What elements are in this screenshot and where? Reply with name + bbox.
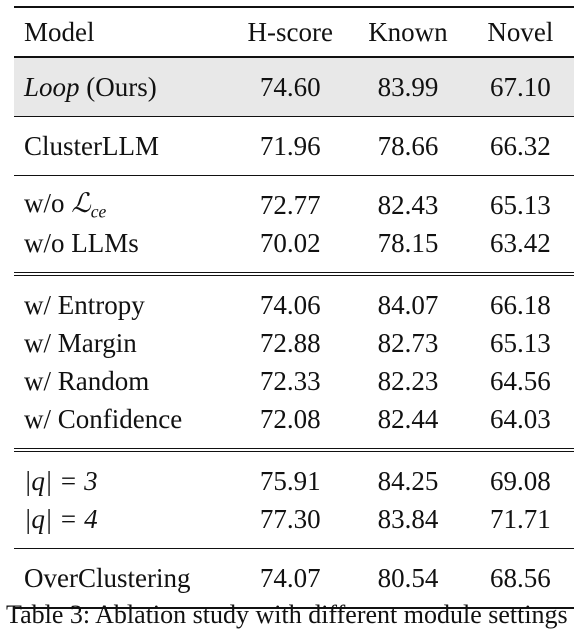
known-cell: 82.44 — [377, 403, 439, 434]
ablation-table: Model H-score Known Novel Loop (Ours) 74… — [14, 6, 574, 609]
known-cell: 82.23 — [377, 365, 439, 396]
model-name-italic: Loop — [24, 71, 80, 102]
model-suffix: (Ours) — [79, 71, 157, 102]
model-cell: w/ Margin — [24, 327, 137, 358]
model-cell: |q| = 3 — [14, 448, 232, 500]
novel-cell: 64.56 — [489, 365, 551, 396]
novel-cell: 66.18 — [466, 272, 574, 324]
table-row-margin: w/ Margin 72.88 82.73 65.13 — [14, 324, 574, 362]
novel-cell: 69.08 — [466, 448, 574, 500]
table-header-row: Model H-score Known Novel — [14, 7, 574, 57]
known-cell: 83.84 — [377, 503, 439, 534]
h-score-cell: 72.08 — [259, 403, 321, 434]
loss-symbol: ℒ — [71, 187, 91, 219]
known-cell: 84.07 — [349, 272, 467, 324]
table-row-wo-lce: w/o ℒce 72.77 82.43 65.13 — [14, 175, 574, 225]
table-row-wo-llms: w/o LLMs 70.02 78.15 63.42 — [14, 224, 574, 274]
header-novel: Novel — [487, 16, 554, 47]
model-cell: OverClustering — [24, 562, 191, 593]
table-row-entropy: w/ Entropy 74.06 84.07 66.18 — [14, 272, 574, 324]
model-cell: Loop (Ours) — [14, 57, 232, 117]
h-score-cell: 74.06 — [231, 272, 350, 324]
table-caption: Table 3: Ablation study with different m… — [6, 600, 568, 629]
model-cell: w/ Random — [24, 365, 150, 396]
h-score-cell: 72.77 — [259, 189, 321, 220]
known-cell: 82.43 — [377, 189, 439, 220]
table-row-loop: Loop (Ours) 74.60 83.99 67.10 — [14, 57, 574, 117]
model-cell: w/ Entropy — [14, 272, 232, 324]
model-cell: ClusterLLM — [24, 130, 159, 161]
h-score-cell: 74.60 — [231, 57, 350, 117]
novel-cell: 71.71 — [489, 503, 551, 534]
h-score-cell: 72.88 — [259, 327, 321, 358]
model-cell: |q| = 4 — [24, 503, 98, 534]
model-cell: w/ Confidence — [24, 403, 183, 434]
header-model: Model — [24, 16, 95, 47]
novel-cell: 63.42 — [489, 227, 551, 258]
h-score-cell: 71.96 — [259, 130, 321, 161]
table-row-clusterllm: ClusterLLM 71.96 78.66 66.32 — [14, 116, 574, 176]
known-cell: 80.54 — [377, 562, 439, 593]
novel-cell: 68.56 — [489, 562, 551, 593]
novel-cell: 67.10 — [466, 57, 574, 117]
header-known: Known — [368, 16, 448, 47]
novel-cell: 64.03 — [489, 403, 551, 434]
table-row-overclustering: OverClustering 74.07 80.54 68.56 — [14, 548, 574, 609]
loss-subscript: ce — [90, 200, 107, 221]
known-cell: 84.25 — [349, 448, 467, 500]
known-cell: 78.66 — [377, 130, 439, 161]
h-score-cell: 75.91 — [231, 448, 350, 500]
novel-cell: 66.32 — [489, 130, 551, 161]
h-score-cell: 70.02 — [259, 227, 321, 258]
h-score-cell: 72.33 — [259, 365, 321, 396]
h-score-cell: 77.30 — [259, 503, 321, 534]
known-cell: 82.73 — [377, 327, 439, 358]
model-cell: w/o ℒce — [14, 176, 231, 225]
known-cell: 83.99 — [349, 57, 467, 117]
table-row-confidence: w/ Confidence 72.08 82.44 64.03 — [14, 400, 574, 450]
ablation-table-container: Model H-score Known Novel Loop (Ours) 74… — [14, 6, 574, 609]
table-row-random: w/ Random 72.33 82.23 64.56 — [14, 362, 574, 400]
novel-cell: 65.13 — [489, 327, 551, 358]
known-cell: 78.15 — [377, 227, 439, 258]
model-prefix: w/o — [24, 187, 72, 218]
model-cell: w/o LLMs — [24, 227, 139, 258]
h-score-cell: 74.07 — [259, 562, 321, 593]
header-h-score: H-score — [247, 16, 333, 47]
novel-cell: 65.13 — [489, 189, 551, 220]
table-row-q4: |q| = 4 77.30 83.84 71.71 — [14, 500, 574, 549]
table-row-q3: |q| = 3 75.91 84.25 69.08 — [14, 448, 574, 500]
